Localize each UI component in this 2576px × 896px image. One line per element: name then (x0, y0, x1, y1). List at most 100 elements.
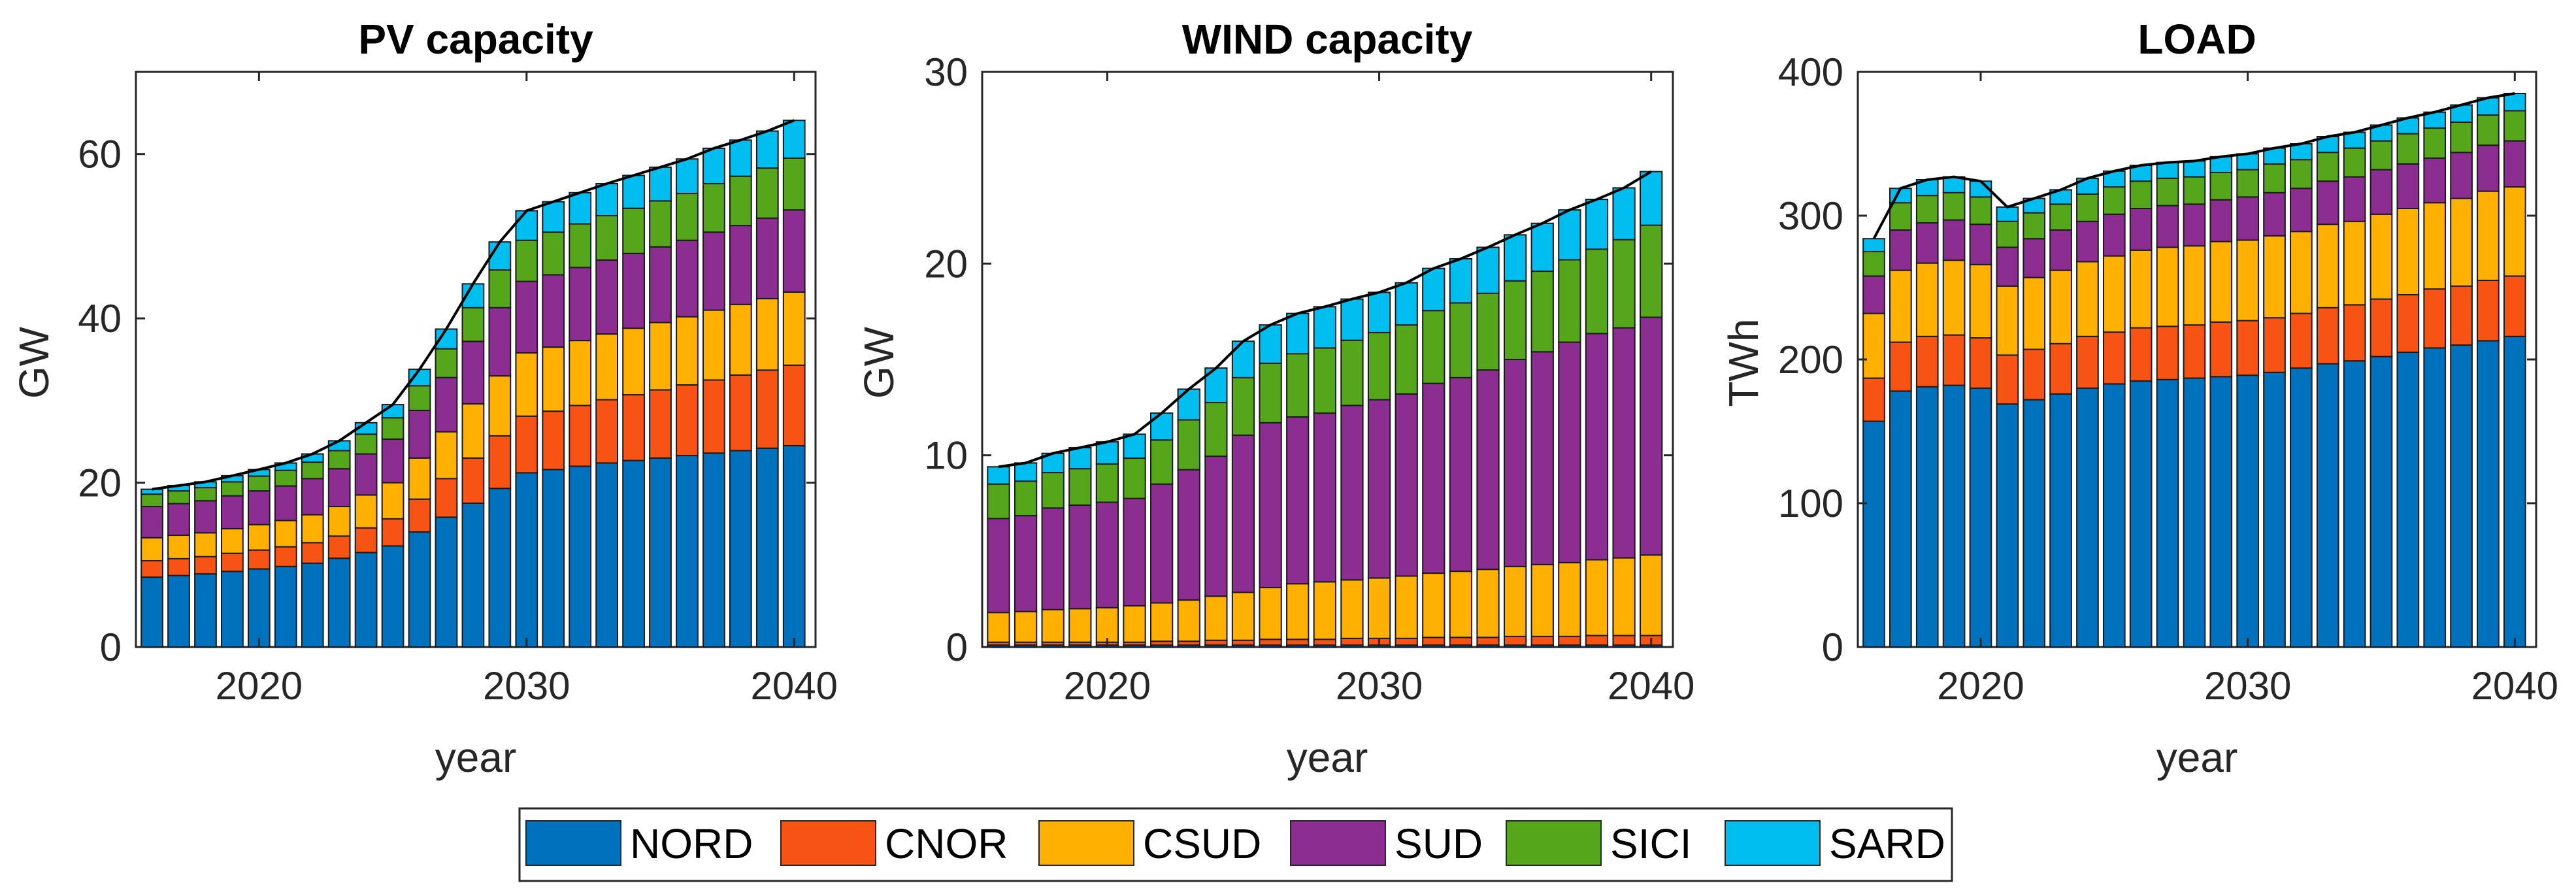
wind-bar-csud-2040 (1640, 554, 1663, 637)
load-bar-sud-2022 (2023, 238, 2046, 278)
pv-bar-cnor-2016 (140, 560, 163, 578)
wind-bar-csud-2020 (1095, 606, 1119, 643)
pv-bar-sud-2027 (435, 376, 458, 433)
pv-bar-sud-2022 (301, 478, 324, 516)
load-bar-csud-2039 (2477, 190, 2500, 281)
wind-bar-sici-2038 (1585, 248, 1609, 335)
wind-total-line (998, 170, 1652, 469)
pv-bar-sard-2039 (755, 130, 779, 169)
pv-bar-nord-2031 (542, 469, 565, 648)
load-bar-csud-2032 (2290, 231, 2313, 314)
load-x-tick-label: 2030 (2204, 664, 2291, 708)
load-bar-sud-2024 (2076, 220, 2099, 263)
pv-bar-nord-2030 (515, 472, 538, 648)
load-bar-csud-2035 (2370, 213, 2393, 300)
wind-x-tick-label: 2040 (1608, 664, 1694, 708)
wind-bar-sici-2034 (1476, 292, 1500, 371)
pv-bar-cnor-2017 (167, 557, 190, 576)
load-bar-csud-2018 (1915, 262, 1939, 337)
wind-bar-sici-2030 (1367, 331, 1391, 401)
load-bar-sud-2025 (2102, 213, 2126, 257)
pv-bar-sud-2018 (194, 500, 217, 534)
load-bar-cnor-2024 (2076, 335, 2099, 389)
pv-bar-csud-2037 (702, 309, 725, 381)
pv-bar-cnor-2025 (381, 518, 405, 547)
wind-bar-sici-2025 (1231, 376, 1255, 436)
legend-label-sard: SARD (1829, 820, 1945, 867)
load-bar-cnor-2030 (2236, 320, 2259, 376)
legend-label-nord: NORD (630, 820, 753, 867)
pv-bar-nord-2022 (301, 562, 324, 648)
load-bar-sici-2031 (2263, 163, 2286, 193)
load-bar-sici-2035 (2370, 140, 2393, 171)
legend-label-cnor: CNOR (885, 820, 1008, 867)
wind-bar-sard-2039 (1612, 187, 1636, 241)
wind-bar-sud-2024 (1204, 456, 1228, 597)
pv-bar-csud-2023 (327, 506, 351, 537)
wind-bar-sard-2034 (1476, 246, 1500, 294)
wind-bar-sud-2034 (1476, 369, 1500, 571)
pv-bar-sud-2034 (622, 252, 645, 329)
pv-bar-cnor-2039 (755, 369, 779, 449)
wind-bar-cnor-2037 (1558, 635, 1581, 646)
pv-bar-cnor-2022 (301, 542, 324, 564)
wind-bar-sud-2021 (1123, 497, 1146, 606)
wind-bar-sard-2022 (1150, 412, 1174, 441)
pv-bar-sud-2037 (702, 231, 725, 311)
legend-swatch-csud (1038, 820, 1134, 866)
load-bar-nord-2037 (2423, 347, 2447, 648)
load-bar-sud-2021 (1996, 246, 2019, 287)
wind-bar-sard-2019 (1068, 446, 1092, 470)
pv-bar-sud-2019 (221, 495, 244, 529)
pv-y-tick-label: 60 (78, 133, 122, 176)
pv-bar-sard-2030 (515, 210, 538, 241)
load-bar-sici-2022 (2023, 212, 2046, 240)
load-bar-sici-2017 (1889, 202, 1912, 231)
pv-bar-csud-2035 (649, 322, 672, 391)
wind-bar-cnor-2026 (1259, 639, 1282, 646)
load-bar-sud-2039 (2477, 144, 2500, 192)
load-bar-sici-2027 (2156, 177, 2179, 207)
load-bar-cnor-2032 (2290, 312, 2313, 369)
load-bar-sici-2037 (2423, 127, 2447, 159)
wind-bar-sard-2035 (1503, 234, 1527, 282)
load-y-tick-label: 300 (1778, 194, 1843, 238)
wind-bar-sud-2040 (1640, 316, 1663, 556)
pv-bar-cnor-2040 (782, 364, 806, 446)
load-bar-nord-2020 (1969, 388, 1992, 648)
wind-bar-sard-2020 (1095, 441, 1119, 465)
load-bar-nord-2040 (2503, 335, 2526, 648)
wind-bar-sard-2027 (1286, 312, 1310, 355)
pv-bar-nord-2033 (595, 462, 619, 648)
wind-bar-sud-2037 (1558, 341, 1581, 563)
pv-bar-csud-2036 (676, 316, 699, 386)
wind-bar-csud-2036 (1530, 563, 1554, 637)
pv-bar-sici-2022 (301, 461, 324, 480)
pv-bar-sud-2021 (274, 485, 297, 522)
wind-bar-sud-2023 (1177, 469, 1200, 601)
wind-bar-sici-2036 (1530, 271, 1554, 353)
load-total-line (1872, 92, 2515, 240)
pv-bar-sici-2036 (676, 193, 699, 241)
load-bar-cnor-2023 (2049, 342, 2072, 395)
pv-bar-sud-2029 (488, 307, 512, 377)
pv-bar-sard-2040 (782, 120, 806, 159)
wind-bar-sard-2017 (1014, 462, 1038, 482)
pv-bar-sici-2023 (327, 450, 351, 470)
load-bar-nord-2016 (1862, 420, 1885, 648)
pv-total-line (152, 119, 795, 491)
wind-bar-sud-2031 (1395, 393, 1418, 577)
load-bar-cnor-2025 (2102, 331, 2126, 385)
wind-bar-sici-2019 (1068, 468, 1092, 506)
wind-bar-sici-2023 (1177, 419, 1200, 471)
wind-bar-sici-2021 (1123, 457, 1146, 499)
wind-bar-csud-2024 (1204, 595, 1228, 641)
pv-bar-csud-2016 (140, 537, 163, 561)
wind-bar-sud-2020 (1095, 501, 1119, 608)
pv-bar-cnor-2023 (327, 535, 351, 559)
pv-bar-cnor-2028 (461, 457, 485, 504)
pv-y-axis-label: GW (10, 326, 58, 399)
wind-bar-cnor-2028 (1313, 639, 1336, 646)
load-bar-sud-2033 (2316, 180, 2339, 225)
load-bar-cnor-2019 (1942, 334, 1966, 386)
